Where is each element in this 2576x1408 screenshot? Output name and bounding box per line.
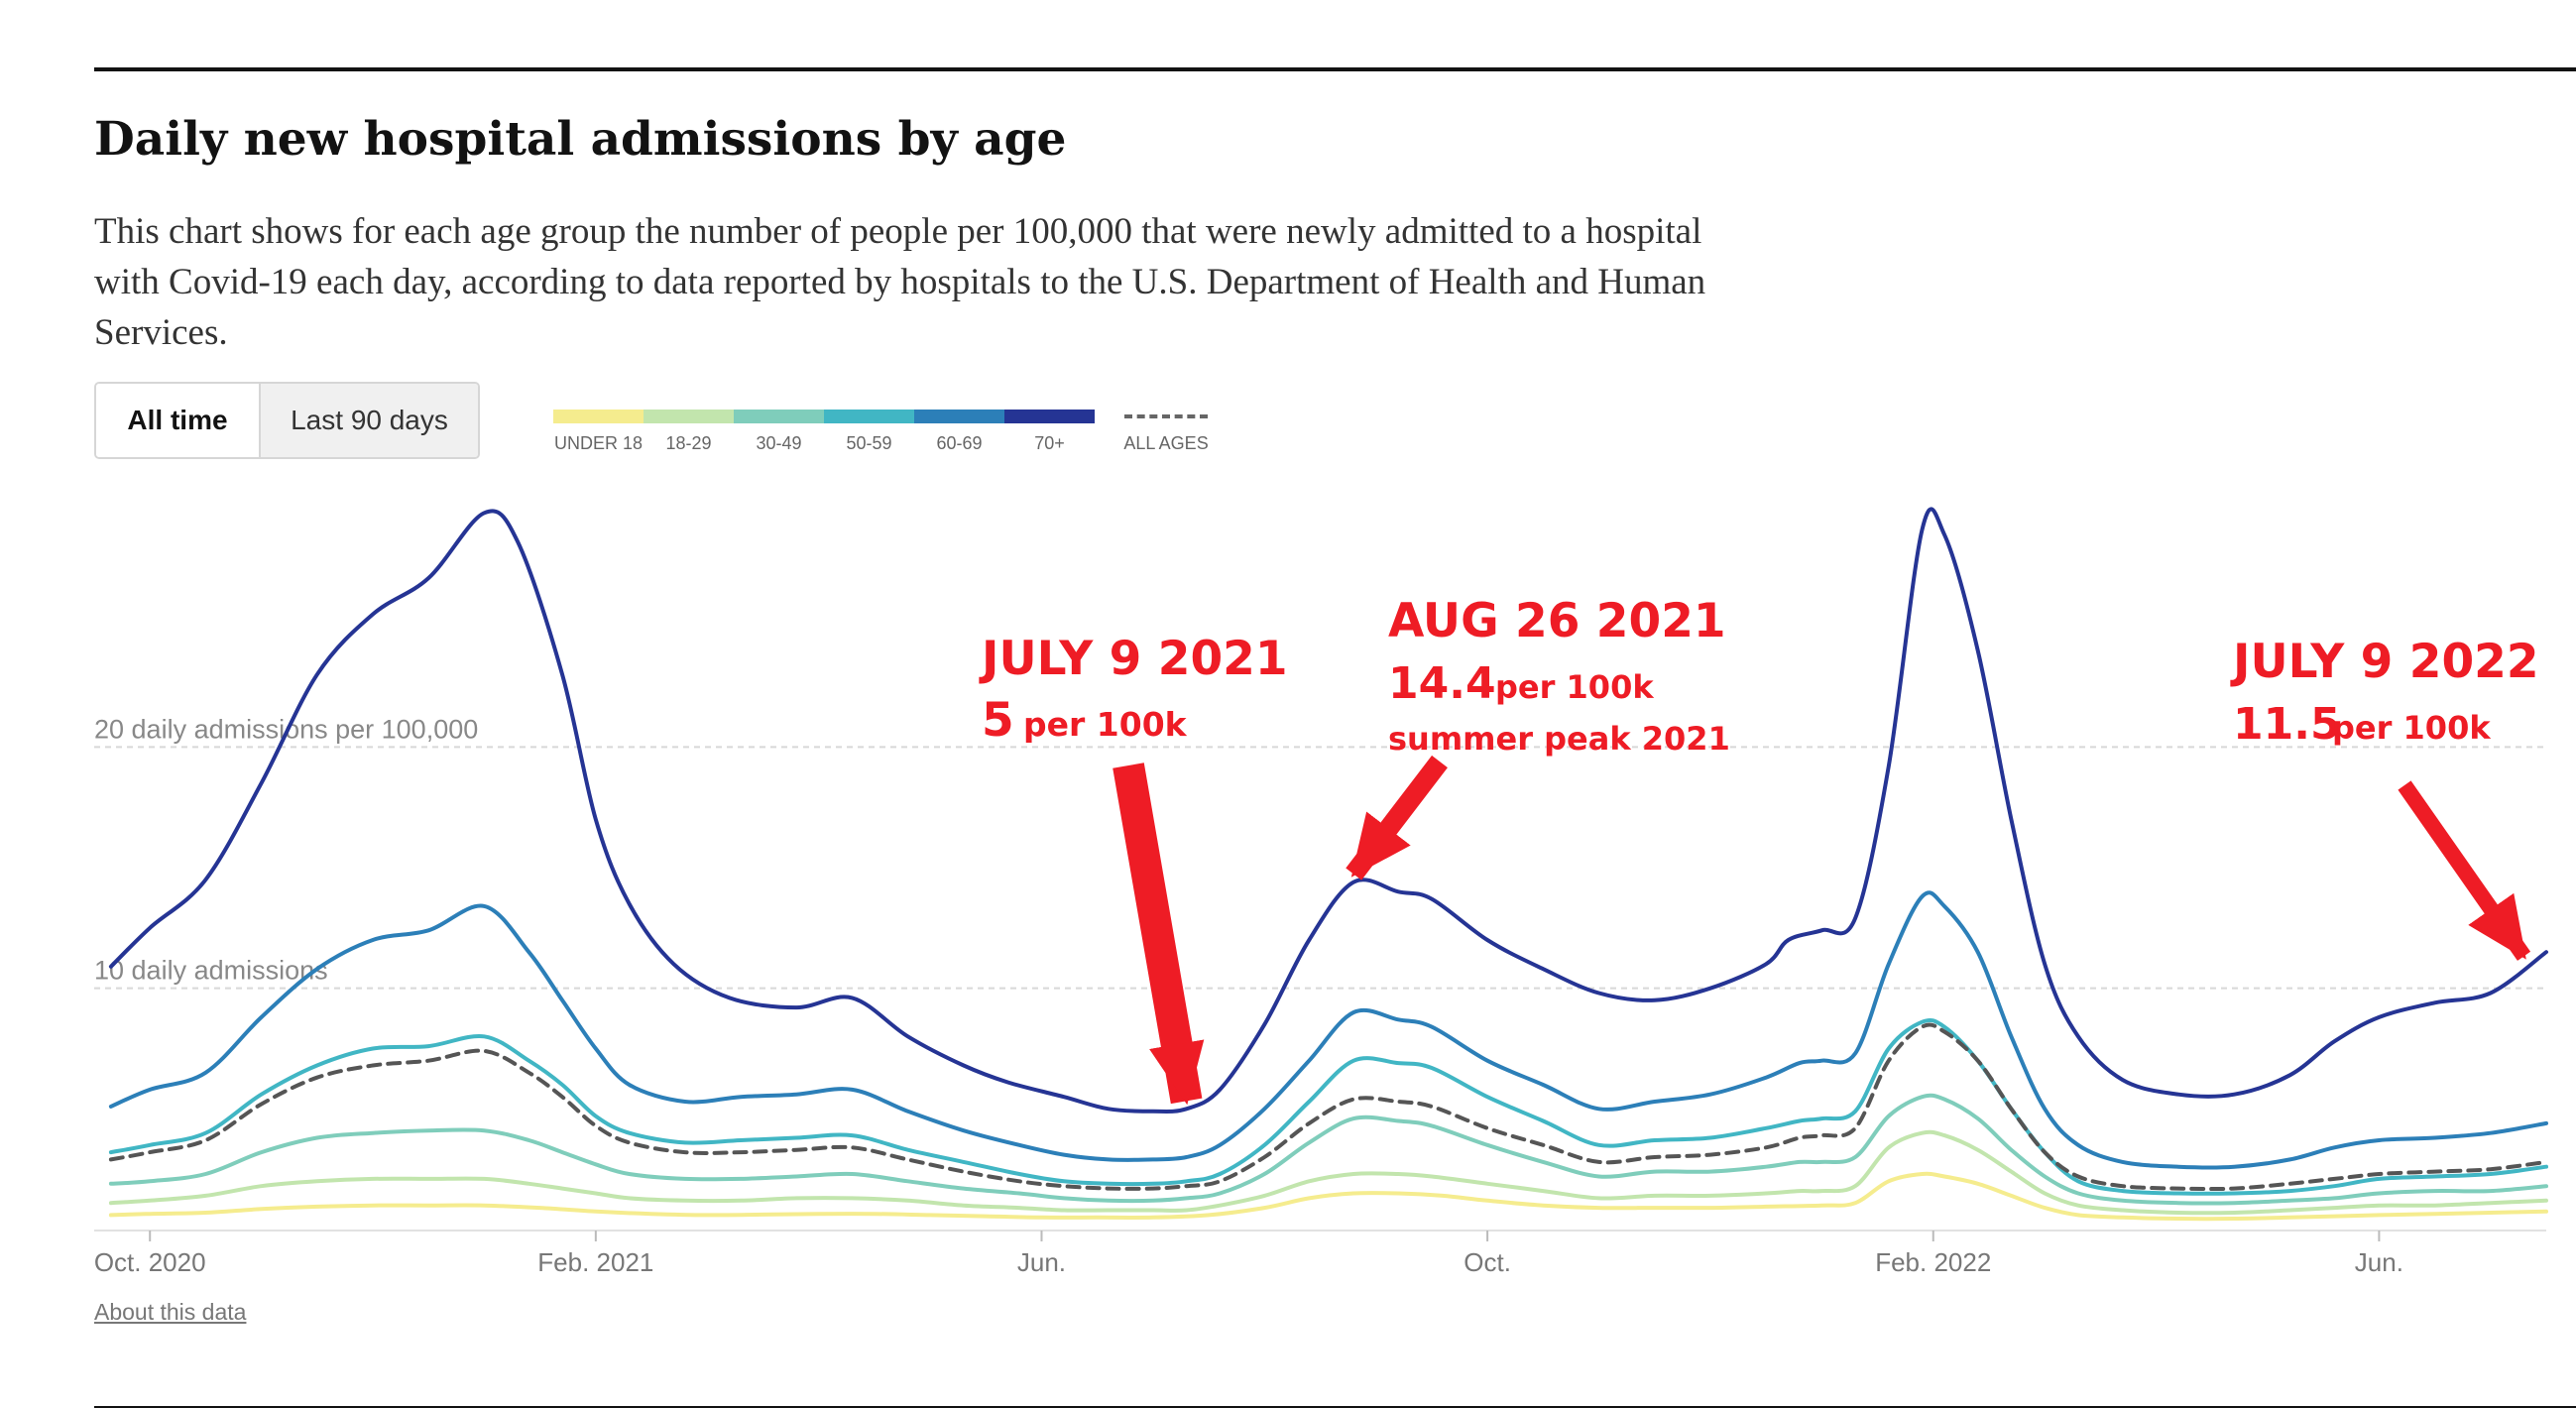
x-tick-label: Oct. 2020 [94,1247,206,1277]
time-range-toggle: All time Last 90 days [94,382,480,459]
chart-description: This chart shows for each age group the … [94,211,1706,353]
legend-item-30-49: 30-49 [734,410,824,454]
bottom-rule [94,1406,2576,1408]
x-axis: Oct. 2020 Feb. 2021 Jun. Oct. Feb. 2022 Jun. [94,1230,2546,1277]
legend-label: 30-49 [756,433,802,453]
legend-swatch [553,410,644,423]
annotation-arrow [1112,763,1205,1106]
annotation-date: JULY 9 2022 [2230,635,2539,689]
top-rule [94,67,2576,71]
annotation-date: AUG 26 2021 [1388,594,1726,648]
series-line-all-ages [108,1022,2548,1192]
annotation-value: 11.5 [2233,699,2341,750]
series-line-70- [108,507,2548,1114]
x-tick-label: Oct. [1464,1247,1511,1277]
legend-swatch [734,410,824,423]
legend-label: UNDER 18 [553,433,644,453]
legend-label: 50-59 [846,433,892,453]
legend-label: 60-69 [936,433,983,453]
legend-item-all-ages: ALL AGES [1123,410,1209,454]
legend: UNDER 18 18-29 30-49 50-59 60-69 70+ ALL… [553,410,1209,454]
legend-dash [1124,414,1208,418]
legend-item-60-69: 60-69 [914,410,1004,454]
annotation-unit: per 100k [1023,705,1188,744]
x-tick-label: Feb. 2021 [537,1247,653,1277]
annotation-aug-26-2021: AUG 26 2021 14.4 per 100k summer peak 20… [1388,594,1730,758]
annotation-unit: per 100k [1495,668,1654,706]
series-lines [108,507,2548,1222]
legend-swatch [644,410,734,423]
annotation-arrow [2398,780,2531,961]
legend-swatch [824,410,914,423]
legend-item-70-plus: 70+ [1004,410,1095,454]
series-line-30-49 [108,1093,2548,1206]
last-90-days-button[interactable]: Last 90 days [261,384,478,457]
annotation-july-9-2022: JULY 9 2022 11.5 per 100k [2230,635,2539,750]
about-this-data-link[interactable]: About this data [94,1299,247,1325]
series-line-under-18 [108,1171,2548,1222]
legend-label: 18-29 [665,433,712,453]
legend-item-18-29: 18-29 [644,410,734,454]
annotation-value: 5 [982,693,1014,748]
y-gridline-label: 10 daily admissions [94,956,328,986]
annotation-date: JULY 9 2021 [979,632,1288,686]
annotation-value: 14.4 [1388,658,1496,709]
x-tick-label: Jun. [2355,1247,2403,1277]
x-tick-label: Feb. 2022 [1875,1247,1991,1277]
series-line-50-59 [108,1017,2548,1196]
annotation-july-9-2021: JULY 9 2021 5 per 100k [979,632,1288,748]
legend-label: 70+ [1034,433,1065,453]
legend-label: ALL AGES [1123,433,1209,453]
annotation-arrow [1346,755,1448,880]
legend-item-50-59: 50-59 [824,410,914,454]
series-line-18-29 [108,1129,2548,1216]
annotation-arrows [1112,755,2531,1106]
chart-title: Daily new hospital admissions by age [94,112,1067,167]
x-tick-label: Jun. [1017,1247,1066,1277]
all-time-button[interactable]: All time [96,384,261,457]
series-line-60-69 [108,890,2548,1170]
legend-swatch [914,410,1004,423]
legend-swatch [1004,410,1095,423]
annotation-note: summer peak 2021 [1388,720,1730,758]
legend-item-under-18: UNDER 18 [553,410,644,454]
annotation-unit: per 100k [2332,709,2491,747]
